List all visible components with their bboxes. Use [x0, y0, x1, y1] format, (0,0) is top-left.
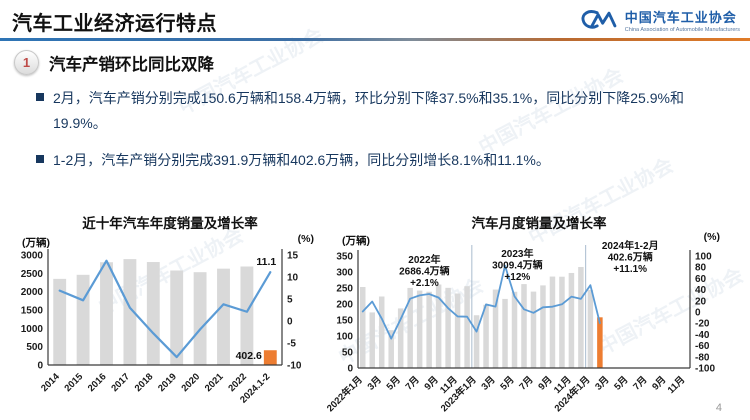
svg-text:100: 100	[336, 332, 353, 343]
svg-text:10: 10	[287, 273, 299, 284]
bullet-text: 1-2月，汽车产销分别完成391.9万辆和402.6万辆，同比分别增长8.1%和…	[53, 152, 550, 168]
svg-text:2016: 2016	[86, 371, 109, 394]
bullet-item: 2月，汽车产销分别完成150.6万辆和158.4万辆，环比分别下降37.5%和3…	[36, 86, 732, 135]
svg-text:3月: 3月	[593, 374, 611, 392]
svg-text:-60: -60	[695, 341, 710, 352]
svg-text:-10: -10	[287, 361, 302, 372]
svg-text:2000: 2000	[21, 287, 44, 298]
right-axis-unit: (%)	[297, 233, 314, 245]
header-divider	[0, 38, 750, 41]
bullet-item: 1-2月，汽车产销分别完成391.9万辆和402.6万辆，同比分别增长8.1%和…	[36, 148, 732, 173]
svg-text:2014: 2014	[39, 371, 62, 394]
svg-text:300: 300	[336, 268, 353, 279]
svg-text:15: 15	[287, 251, 299, 262]
svg-text:-20: -20	[695, 319, 710, 330]
svg-text:60: 60	[695, 274, 707, 285]
svg-text:5月: 5月	[385, 374, 403, 392]
svg-text:9月: 9月	[536, 374, 554, 392]
logo-org-name-en: China Association of Automobile Manufact…	[624, 27, 740, 33]
logo-org-name-cn: 中国汽车工业协会	[624, 10, 737, 25]
svg-text:-80: -80	[695, 352, 710, 363]
left-axis-unit: (万辆)	[22, 237, 50, 249]
svg-text:9月: 9月	[423, 374, 441, 392]
svg-text:7月: 7月	[631, 374, 649, 392]
bullet-square-icon	[36, 93, 44, 101]
svg-text:100: 100	[695, 252, 712, 263]
svg-text:0: 0	[347, 364, 353, 375]
svg-text:7月: 7月	[404, 374, 422, 392]
svg-text:402.6: 402.6	[236, 350, 262, 362]
svg-text:5月: 5月	[612, 374, 630, 392]
section-title: 汽车产销环比同比双降	[49, 55, 214, 74]
svg-text:5月: 5月	[498, 374, 516, 392]
svg-text:11.1: 11.1	[256, 256, 276, 268]
svg-text:2015: 2015	[62, 371, 85, 394]
bullet-list: 2月，汽车产销分别完成150.6万辆和158.4万辆，环比分别下降37.5%和3…	[36, 86, 732, 186]
section-heading: 1 汽车产销环比同比双降	[14, 50, 214, 75]
caam-logo-icon	[581, 10, 617, 29]
svg-text:2500: 2500	[21, 269, 44, 280]
bullet-text: 2月，汽车产销分别完成150.6万辆和158.4万辆，环比分别下降37.5%和3…	[53, 90, 684, 131]
left-axis-unit: (万辆)	[342, 235, 370, 247]
svg-text:2019: 2019	[156, 371, 179, 394]
svg-text:-100: -100	[695, 364, 715, 375]
right-axis-unit: (%)	[703, 231, 720, 243]
page-number: 4	[715, 402, 722, 414]
chart-title: 汽车月度销量及增长率	[471, 216, 607, 231]
svg-text:0: 0	[695, 308, 701, 319]
svg-text:500: 500	[26, 342, 43, 353]
svg-text:250: 250	[336, 284, 353, 295]
svg-text:1000: 1000	[21, 324, 44, 335]
page-title: 汽车工业经济运行特点	[12, 13, 217, 35]
svg-text:2018: 2018	[133, 371, 156, 394]
svg-text:350: 350	[336, 252, 353, 263]
logo-text: 中国汽车工业协会 China Association of Automobile…	[625, 7, 740, 33]
svg-text:9月: 9月	[650, 374, 668, 392]
svg-text:40: 40	[695, 285, 707, 296]
chart-title: 近十年汽车年度销量及增长率	[82, 216, 258, 231]
caam-logo: 中国汽车工业协会 China Association of Automobile…	[579, 7, 740, 33]
bullet-square-icon	[36, 155, 44, 163]
svg-text:3月: 3月	[479, 374, 497, 392]
svg-text:0: 0	[37, 361, 43, 372]
header: 汽车工业经济运行特点 中国汽车工业协会 China Association of…	[0, 0, 750, 38]
svg-text:3000: 3000	[21, 251, 44, 262]
svg-text:2020: 2020	[179, 371, 202, 394]
svg-text:3月: 3月	[366, 374, 384, 392]
svg-text:150: 150	[336, 316, 353, 327]
annual-sales-chart: 近十年汽车年度销量及增长率 (万辆) (%) 0 500 1000 1500 2000 2…	[8, 203, 332, 418]
svg-text:7月: 7月	[517, 374, 535, 392]
svg-text:2022年1月: 2022年1月	[324, 374, 365, 415]
section-number-badge: 1	[14, 50, 39, 75]
svg-text:11月: 11月	[666, 374, 688, 396]
svg-text:5: 5	[287, 295, 293, 306]
svg-text:-40: -40	[695, 330, 710, 341]
monthly-sales-chart: 汽车月度销量及增长率 (万辆) (%) 0 50 100 150 200 250 300 35…	[324, 203, 748, 418]
svg-text:2021: 2021	[203, 371, 226, 394]
monthly-sales-plot: 050100150200250300350-100-80-60-40-20020…	[324, 239, 715, 414]
svg-text:50: 50	[342, 348, 354, 359]
svg-text:20: 20	[695, 296, 707, 307]
svg-text:0: 0	[287, 317, 293, 328]
svg-text:80: 80	[695, 263, 707, 274]
svg-text:1500: 1500	[21, 306, 44, 317]
svg-text:-5: -5	[287, 339, 296, 350]
svg-text:200: 200	[336, 300, 353, 311]
svg-text:2017: 2017	[109, 371, 132, 394]
